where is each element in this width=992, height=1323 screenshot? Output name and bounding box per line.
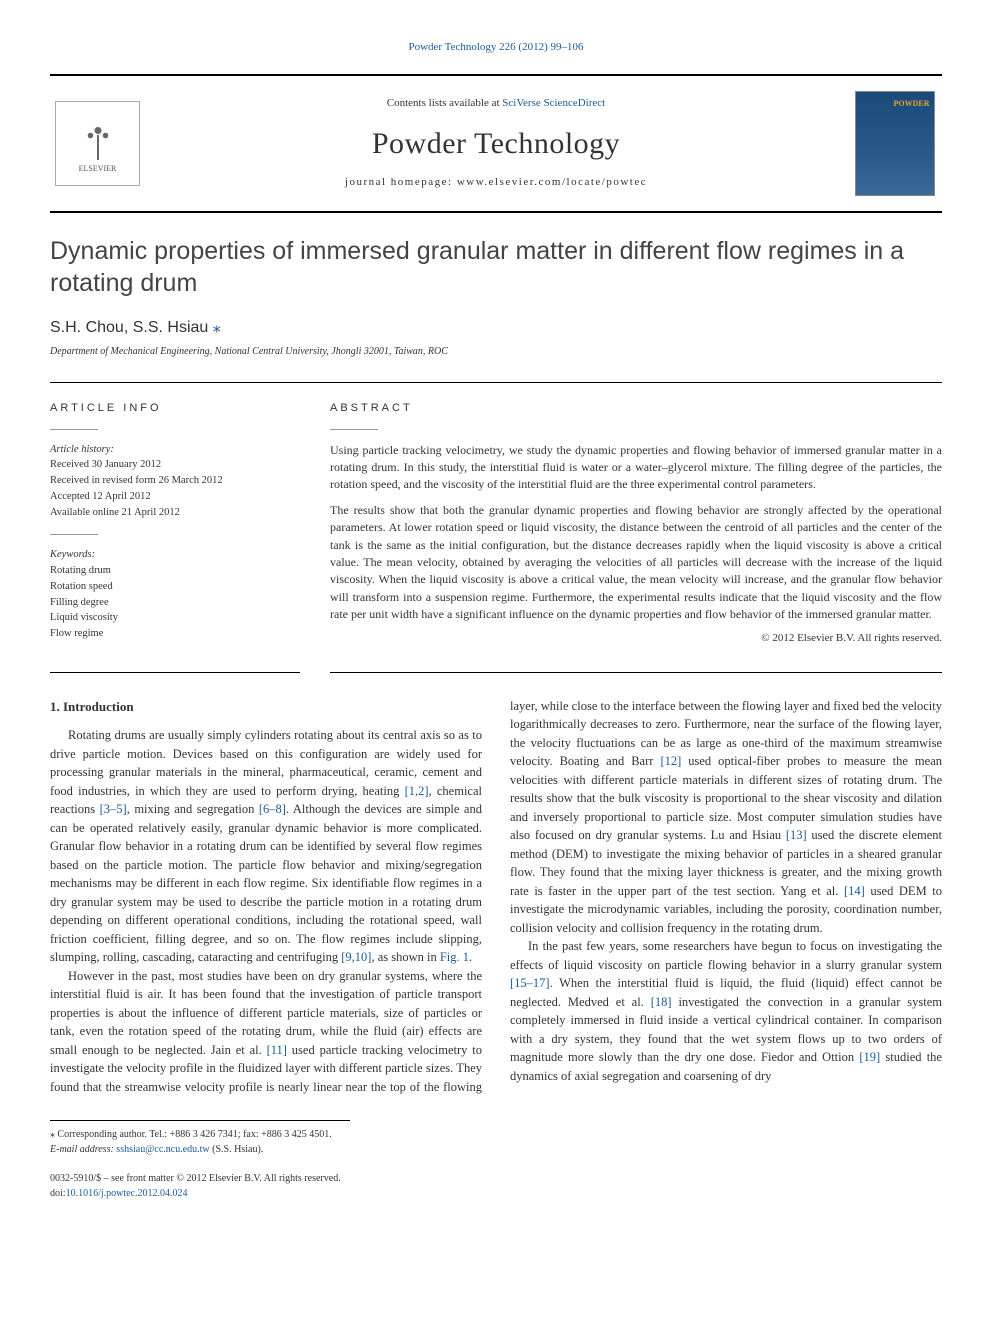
journal-title: Powder Technology bbox=[145, 122, 847, 166]
ref-15-17[interactable]: [15–17] bbox=[510, 976, 550, 990]
ref-12[interactable]: [12] bbox=[660, 754, 681, 768]
p1-seg-d: . Although the devices are simple and ca… bbox=[50, 802, 482, 964]
p3-seg-a: In the past few years, some researchers … bbox=[510, 939, 942, 972]
abstract-para-1: Using particle tracking velocimetry, we … bbox=[330, 442, 942, 494]
history-line-1: Received in revised form 26 March 2012 bbox=[50, 475, 223, 486]
ref-6-8[interactable]: [6–8] bbox=[259, 802, 286, 816]
ref-18[interactable]: [18] bbox=[651, 995, 672, 1009]
journal-reference-top: Powder Technology 226 (2012) 99–106 bbox=[50, 40, 942, 56]
corr-email-link[interactable]: sshsiau@cc.ncu.edu.tw bbox=[116, 1144, 209, 1155]
article-history-block: Article history: Received 30 January 201… bbox=[50, 442, 300, 521]
abstract-column: ABSTRACT Using particle tracking velocim… bbox=[330, 401, 942, 673]
rights-block: 0032-5910/$ – see front matter © 2012 El… bbox=[50, 1171, 478, 1201]
cover-image bbox=[855, 91, 935, 196]
body-para-1: Rotating drums are usually simply cylind… bbox=[50, 726, 482, 967]
info-divider bbox=[50, 429, 98, 430]
journal-homepage-line: journal homepage: www.elsevier.com/locat… bbox=[145, 175, 847, 191]
doi-line: doi:10.1016/j.powtec.2012.04.024 bbox=[50, 1186, 478, 1201]
masthead: ELSEVIER Contents lists available at Sci… bbox=[50, 74, 942, 213]
homepage-prefix: journal homepage: bbox=[345, 176, 457, 188]
fig-1-link[interactable]: Fig. 1 bbox=[440, 950, 469, 964]
abstract-heading: ABSTRACT bbox=[330, 401, 942, 417]
history-line-2: Accepted 12 April 2012 bbox=[50, 491, 151, 502]
corresponding-author-note: ⁎ Corresponding author. Tel.: +886 3 426… bbox=[50, 1120, 350, 1157]
body-para-3: In the past few years, some researchers … bbox=[510, 937, 942, 1085]
abstract-para-2: The results show that both the granular … bbox=[330, 502, 942, 624]
history-label: Article history: bbox=[50, 442, 300, 458]
info-abstract-row: ARTICLE INFO Article history: Received 3… bbox=[50, 382, 942, 673]
contents-prefix: Contents lists available at bbox=[387, 97, 502, 109]
history-line-3: Available online 21 April 2012 bbox=[50, 507, 180, 518]
page-footer: ⁎ Corresponding author. Tel.: +886 3 426… bbox=[50, 1120, 942, 1201]
history-line-0: Received 30 January 2012 bbox=[50, 459, 161, 470]
abstract-divider bbox=[330, 429, 378, 430]
p1-seg-e: , as shown in bbox=[371, 950, 439, 964]
keywords-label: Keywords: bbox=[50, 547, 300, 563]
p1-seg-c: , mixing and segregation bbox=[127, 802, 259, 816]
ref-14[interactable]: [14] bbox=[844, 884, 865, 898]
sciencedirect-link[interactable]: SciVerse ScienceDirect bbox=[502, 97, 605, 109]
keyword-0: Rotating drum bbox=[50, 565, 111, 576]
keyword-1: Rotation speed bbox=[50, 581, 113, 592]
article-info-column: ARTICLE INFO Article history: Received 3… bbox=[50, 401, 300, 673]
ref-13[interactable]: [13] bbox=[786, 828, 807, 842]
ref-19[interactable]: [19] bbox=[859, 1050, 880, 1064]
corr-note-line1: ⁎ Corresponding author. Tel.: +886 3 426… bbox=[50, 1127, 350, 1142]
issn-rights-line: 0032-5910/$ – see front matter © 2012 El… bbox=[50, 1171, 478, 1186]
body-text: 1. Introduction Rotating drums are usual… bbox=[50, 697, 942, 1096]
ref-9-10[interactable]: [9,10] bbox=[341, 950, 371, 964]
affiliation: Department of Mechanical Engineering, Na… bbox=[50, 345, 942, 360]
ref-1-2[interactable]: [1,2] bbox=[405, 784, 429, 798]
abstract-copyright: © 2012 Elsevier B.V. All rights reserved… bbox=[330, 631, 942, 647]
corr-note-line2: E-mail address: sshsiau@cc.ncu.edu.tw (S… bbox=[50, 1142, 350, 1157]
authors-names: S.H. Chou, S.S. Hsiau bbox=[50, 319, 208, 336]
corr-name-suffix: (S.S. Hsiau). bbox=[210, 1144, 264, 1155]
contents-available-line: Contents lists available at SciVerse Sci… bbox=[145, 96, 847, 112]
elsevier-logo: ELSEVIER bbox=[55, 101, 140, 186]
info-divider-2 bbox=[50, 534, 98, 535]
abstract-text: Using particle tracking velocimetry, we … bbox=[330, 442, 942, 648]
journal-cover-thumb bbox=[847, 86, 942, 201]
authors-line: S.H. Chou, S.S. Hsiau ⁎ bbox=[50, 316, 942, 339]
p1-seg-f: . bbox=[469, 950, 472, 964]
ref-11[interactable]: [11] bbox=[267, 1043, 287, 1057]
ref-3-5[interactable]: [3–5] bbox=[100, 802, 127, 816]
keywords-block: Keywords: Rotating drum Rotation speed F… bbox=[50, 547, 300, 642]
article-title: Dynamic properties of immersed granular … bbox=[50, 235, 942, 300]
masthead-center: Contents lists available at SciVerse Sci… bbox=[145, 96, 847, 191]
publisher-logo: ELSEVIER bbox=[50, 96, 145, 191]
doi-link[interactable]: 10.1016/j.powtec.2012.04.024 bbox=[66, 1188, 188, 1199]
corresponding-marker: ⁎ bbox=[213, 319, 221, 336]
email-label: E-mail address: bbox=[50, 1144, 116, 1155]
keyword-4: Flow regime bbox=[50, 628, 103, 639]
elsevier-tree-icon bbox=[73, 113, 123, 163]
homepage-url: www.elsevier.com/locate/powtec bbox=[457, 176, 647, 188]
keyword-3: Liquid viscosity bbox=[50, 612, 118, 623]
footer-left: ⁎ Corresponding author. Tel.: +886 3 426… bbox=[50, 1120, 478, 1201]
keyword-2: Filling degree bbox=[50, 597, 109, 608]
elsevier-label: ELSEVIER bbox=[79, 163, 117, 175]
article-info-heading: ARTICLE INFO bbox=[50, 401, 300, 417]
doi-prefix: doi: bbox=[50, 1188, 66, 1199]
section-1-heading: 1. Introduction bbox=[50, 697, 482, 716]
